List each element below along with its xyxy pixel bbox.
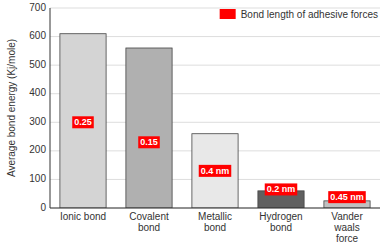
x-tick-label-line: Hydrogen bbox=[259, 211, 302, 222]
x-tick-label-line: Vander bbox=[331, 211, 363, 222]
annotation: 0.4 nm bbox=[199, 165, 232, 177]
legend-swatch bbox=[220, 9, 236, 19]
annotation-label: 0.15 bbox=[140, 137, 158, 147]
x-tick-label: Covalentbond bbox=[129, 211, 169, 233]
x-tick-label-line: bond bbox=[270, 222, 292, 233]
x-tick-label: Hydrogenbond bbox=[259, 211, 302, 233]
x-tick-label-line: waals bbox=[333, 222, 360, 233]
annotation-box bbox=[265, 183, 298, 195]
annotation: 0.25 bbox=[72, 116, 94, 128]
y-tick-label: 200 bbox=[29, 144, 46, 155]
x-axis bbox=[50, 208, 380, 209]
x-tick-label-line: Covalent bbox=[129, 211, 169, 222]
chart: 0 100 200 300 400 500 600 700 Ionic bond Covalent… bbox=[0, 0, 388, 250]
x-tick-label: Vanderwaalsforce bbox=[331, 211, 363, 244]
x-tick-label-line: force bbox=[336, 233, 359, 244]
x-tick-label-line: bond bbox=[138, 222, 160, 233]
bar bbox=[192, 134, 238, 208]
annotation-label: 0.45 nm bbox=[330, 192, 364, 202]
annotation-box bbox=[72, 116, 94, 128]
y-axis bbox=[50, 8, 51, 208]
y-axis-label: Average bond energy (Kj/mole) bbox=[6, 39, 17, 177]
annotation-box bbox=[199, 165, 232, 177]
y-tick-label: 400 bbox=[29, 87, 46, 98]
bar bbox=[126, 48, 172, 208]
annotation-label: 0.2 nm bbox=[267, 184, 296, 194]
y-tick-label: 300 bbox=[29, 116, 46, 127]
legend-label: Bond length of adhesive forces bbox=[241, 9, 378, 20]
annotation: 0.2 nm bbox=[265, 183, 298, 195]
annotation-label: 0.4 nm bbox=[201, 166, 230, 176]
y-tick-label: 600 bbox=[29, 30, 46, 41]
x-tick-label-line: Metallic bbox=[198, 211, 232, 222]
legend: Bond length of adhesive forces bbox=[220, 9, 378, 20]
annotations: 0.25 0.15 0.4 nm 0.2 nm 0.45 nm bbox=[72, 116, 366, 203]
x-tick-label: Metallicbond bbox=[198, 211, 232, 233]
annotation-label: 0.25 bbox=[74, 117, 92, 127]
grid-line bbox=[50, 208, 380, 209]
y-tick-label: 100 bbox=[29, 173, 46, 184]
annotation: 0.15 bbox=[138, 136, 160, 148]
bars bbox=[60, 34, 370, 208]
y-tick-label: 700 bbox=[29, 2, 46, 13]
grid bbox=[50, 8, 380, 208]
x-tick-label-line: bond bbox=[204, 222, 226, 233]
annotation-box bbox=[328, 191, 366, 203]
x-tick-label-line: Ionic bond bbox=[60, 211, 106, 222]
y-tick-label: 500 bbox=[29, 59, 46, 70]
y-tick-label: 0 bbox=[40, 202, 46, 213]
annotation: 0.45 nm bbox=[328, 191, 366, 203]
bar bbox=[60, 34, 106, 208]
x-tick-label: Ionic bond bbox=[60, 211, 106, 222]
annotation-box bbox=[138, 136, 160, 148]
